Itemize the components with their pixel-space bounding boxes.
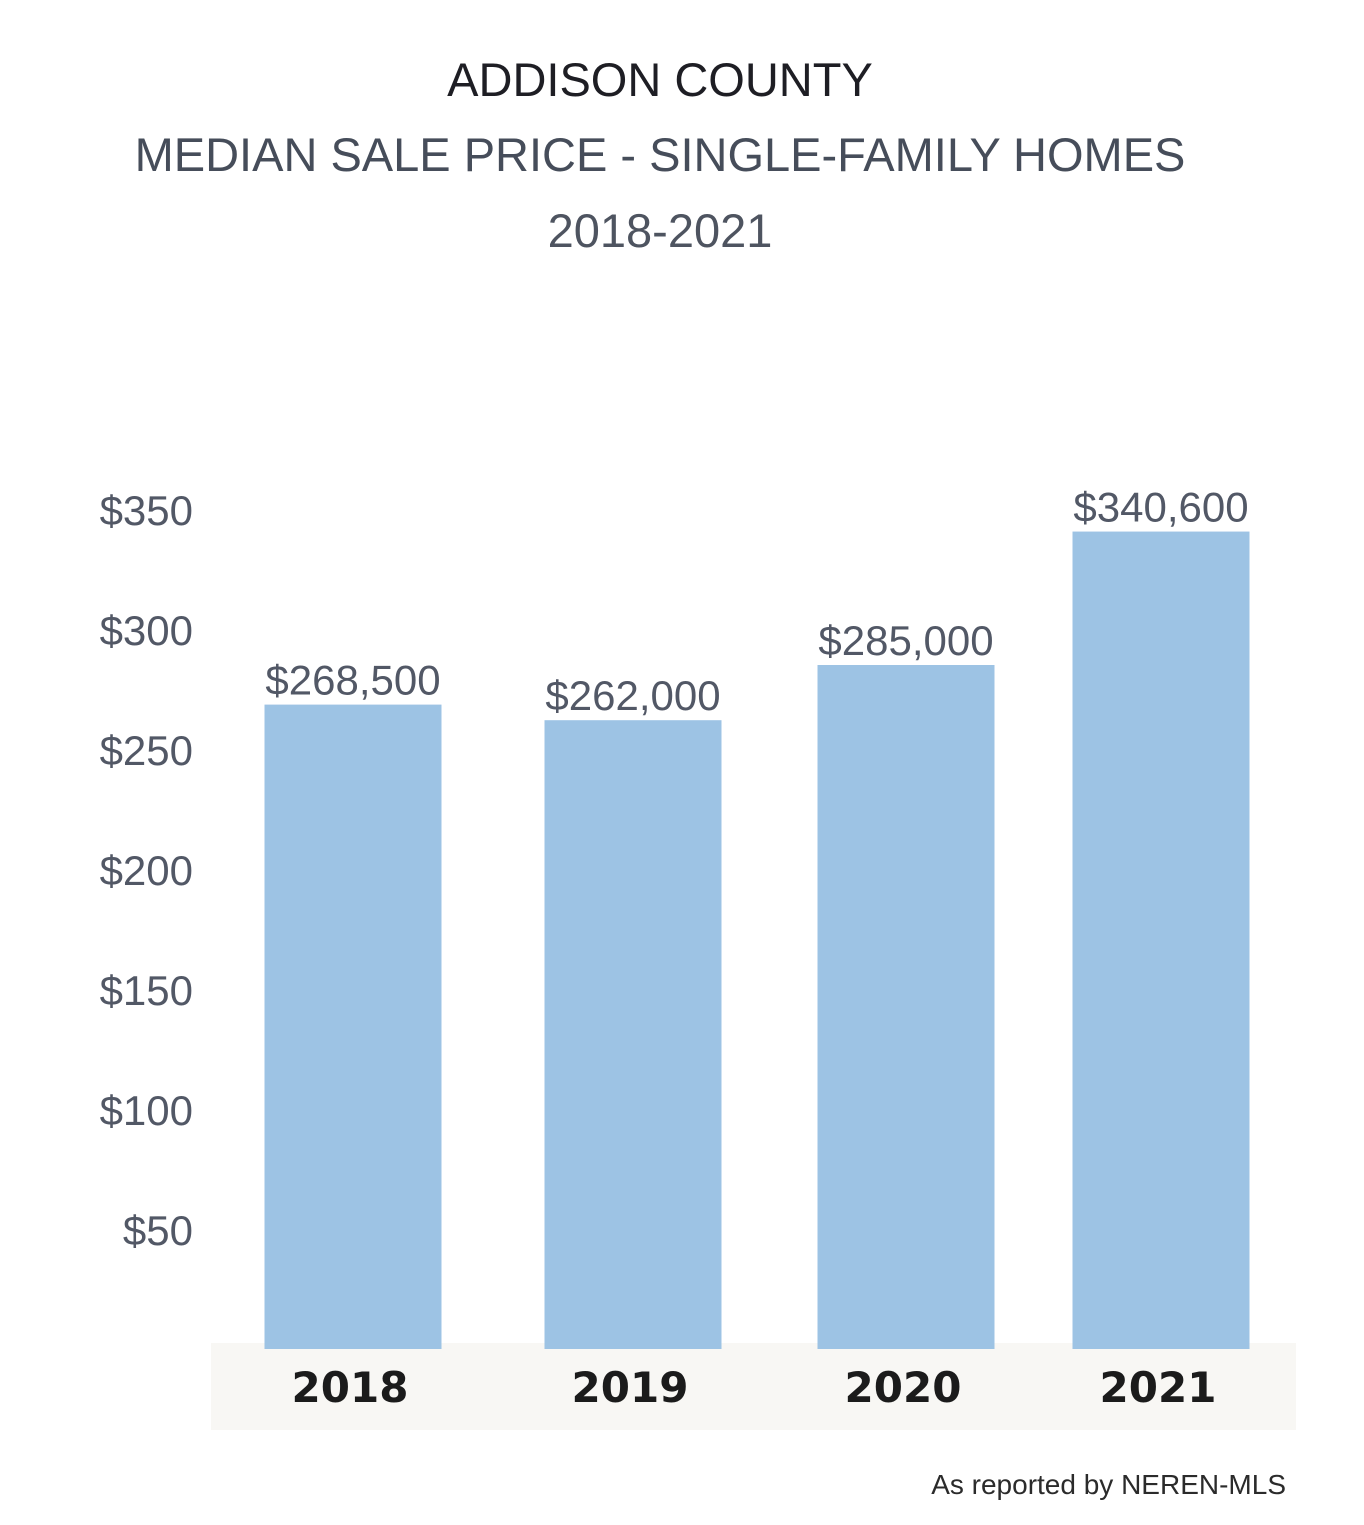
y-tick-label: $350 <box>100 487 193 534</box>
data-label: $262,000 <box>545 672 720 719</box>
x-tick-label: 2019 <box>572 1363 689 1412</box>
y-tick-label: $200 <box>100 847 193 894</box>
data-label: $268,500 <box>265 657 440 704</box>
x-tick-label: 2020 <box>845 1363 962 1412</box>
y-tick-label: $250 <box>100 727 193 774</box>
x-axis-ticks: 2018 2019 2020 2021 <box>292 1363 1217 1412</box>
chart-subtitle: MEDIAN SALE PRICE - SINGLE-FAMILY HOMES <box>134 128 1186 181</box>
bar-2020 <box>817 665 995 1349</box>
data-label: $285,000 <box>818 617 993 664</box>
data-label: $340,600 <box>1073 484 1248 531</box>
bar-2021 <box>1072 531 1250 1349</box>
y-tick-label: $300 <box>100 607 193 654</box>
y-axis-ticks: $50 $100 $150 $200 $250 $300 $350 <box>100 487 193 1254</box>
y-tick-label: $100 <box>100 1087 193 1134</box>
bars <box>264 531 1250 1349</box>
chart-date-range: 2018-2021 <box>547 204 773 257</box>
y-tick-label: $50 <box>123 1207 193 1254</box>
source-note: As reported by NEREN-MLS <box>931 1469 1286 1500</box>
x-tick-label: 2018 <box>292 1363 409 1412</box>
y-tick-label: $150 <box>100 967 193 1014</box>
chart-title: ADDISON COUNTY <box>447 53 873 106</box>
bar-2018 <box>264 704 442 1349</box>
x-tick-label: 2021 <box>1100 1363 1217 1412</box>
x-axis-band <box>211 1343 1296 1430</box>
bar-2019 <box>544 720 722 1349</box>
data-labels: $268,500 $262,000 $285,000 $340,600 <box>265 484 1248 720</box>
